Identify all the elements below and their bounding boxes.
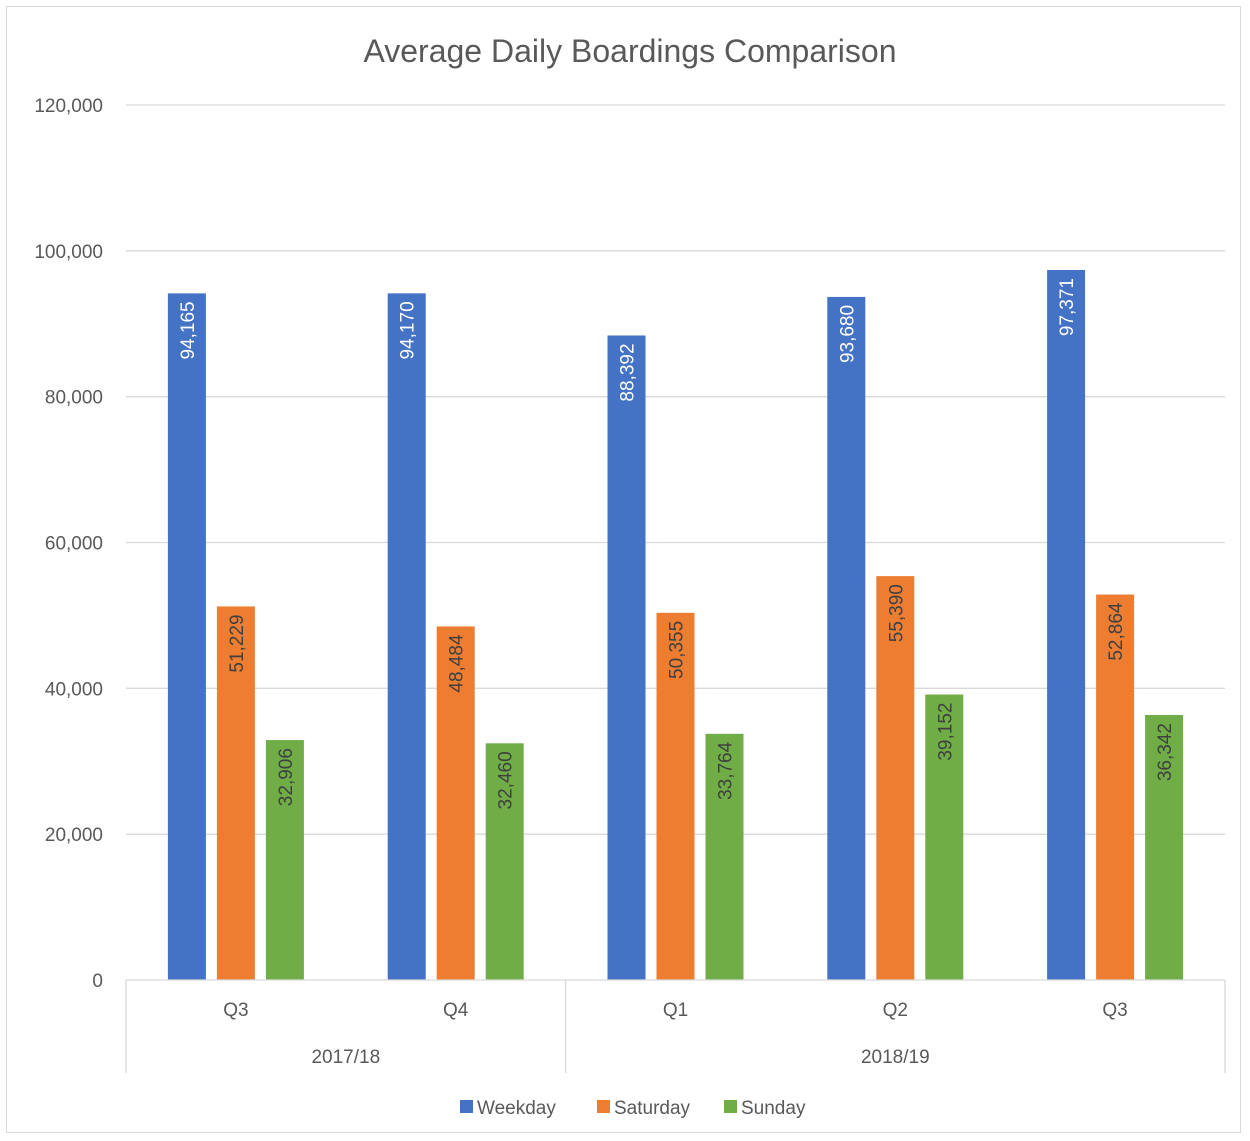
group-label: 2017/18: [311, 1047, 380, 1068]
data-label: 50,355: [667, 621, 688, 679]
data-label: 52,864: [1106, 602, 1127, 661]
group-label: 2018/19: [861, 1047, 930, 1068]
data-label: 32,460: [496, 751, 517, 809]
bar-saturday: [436, 626, 475, 980]
bar-sunday: [265, 740, 304, 980]
bar-weekday: [1047, 270, 1086, 980]
bar-weekday: [167, 293, 206, 980]
x-tick-label: Q2: [883, 1000, 908, 1021]
bar-weekday: [607, 335, 646, 981]
x-tick-label: Q4: [443, 1000, 469, 1021]
legend-swatch-weekday: [460, 1100, 473, 1113]
data-label: 94,170: [398, 301, 419, 359]
y-tick-label: 0: [92, 971, 103, 992]
bar-saturday: [656, 612, 695, 980]
y-tick-label: 100,000: [34, 242, 103, 263]
data-label: 33,764: [716, 741, 737, 800]
chart-title: Average Daily Boardings Comparison: [363, 33, 896, 69]
legend-label: Saturday: [614, 1098, 691, 1119]
x-tick-label: Q3: [1102, 1000, 1127, 1021]
legend-swatch-sunday: [724, 1100, 737, 1113]
data-label: 32,906: [276, 748, 297, 806]
x-tick-label: Q1: [663, 1000, 688, 1021]
gridlines: [126, 104, 1225, 835]
bar-weekday: [827, 296, 866, 981]
data-label: 36,342: [1155, 723, 1176, 781]
y-tick-label: 40,000: [45, 679, 103, 700]
legend: Weekday Saturday Sunday: [460, 1098, 806, 1119]
y-tick-label: 20,000: [45, 825, 103, 846]
data-label: 39,152: [935, 703, 956, 761]
bar-saturday: [876, 576, 915, 980]
data-label: 88,392: [618, 343, 639, 401]
x-tick-label: Q3: [223, 1000, 248, 1021]
y-tick-label: 80,000: [45, 388, 103, 409]
data-labels: 94,165 51,229 32,906 94,170 48,484 32,460 88,3…: [178, 278, 1176, 809]
bar-saturday: [216, 606, 255, 980]
data-label: 97,371: [1057, 278, 1078, 336]
data-label: 55,390: [886, 584, 907, 642]
y-tick-label: 120,000: [34, 96, 103, 117]
chart-frame: [6, 6, 1241, 1133]
data-label: 93,680: [837, 305, 858, 363]
bar-sunday: [485, 743, 524, 980]
data-label: 94,165: [178, 301, 199, 359]
bar-weekday: [387, 293, 426, 980]
data-label: 48,484: [447, 634, 468, 693]
data-label: 51,229: [227, 614, 248, 672]
y-tick-label: 60,000: [45, 534, 103, 555]
bar-sunday: [1145, 715, 1184, 980]
bar-sunday: [925, 694, 964, 980]
bar-sunday: [705, 733, 744, 980]
y-axis-tick-labels: 0 20,000 40,000 60,000 80,000 100,000 120,000: [34, 96, 103, 992]
x-axis: Q3 Q4 Q1 Q2 Q3 2017/18 2018/19: [125, 979, 1226, 1073]
legend-swatch-saturday: [597, 1100, 610, 1113]
legend-label: Sunday: [741, 1098, 806, 1119]
legend-label: Weekday: [477, 1098, 556, 1119]
bar-saturday: [1096, 594, 1135, 980]
bars: [167, 270, 1184, 981]
